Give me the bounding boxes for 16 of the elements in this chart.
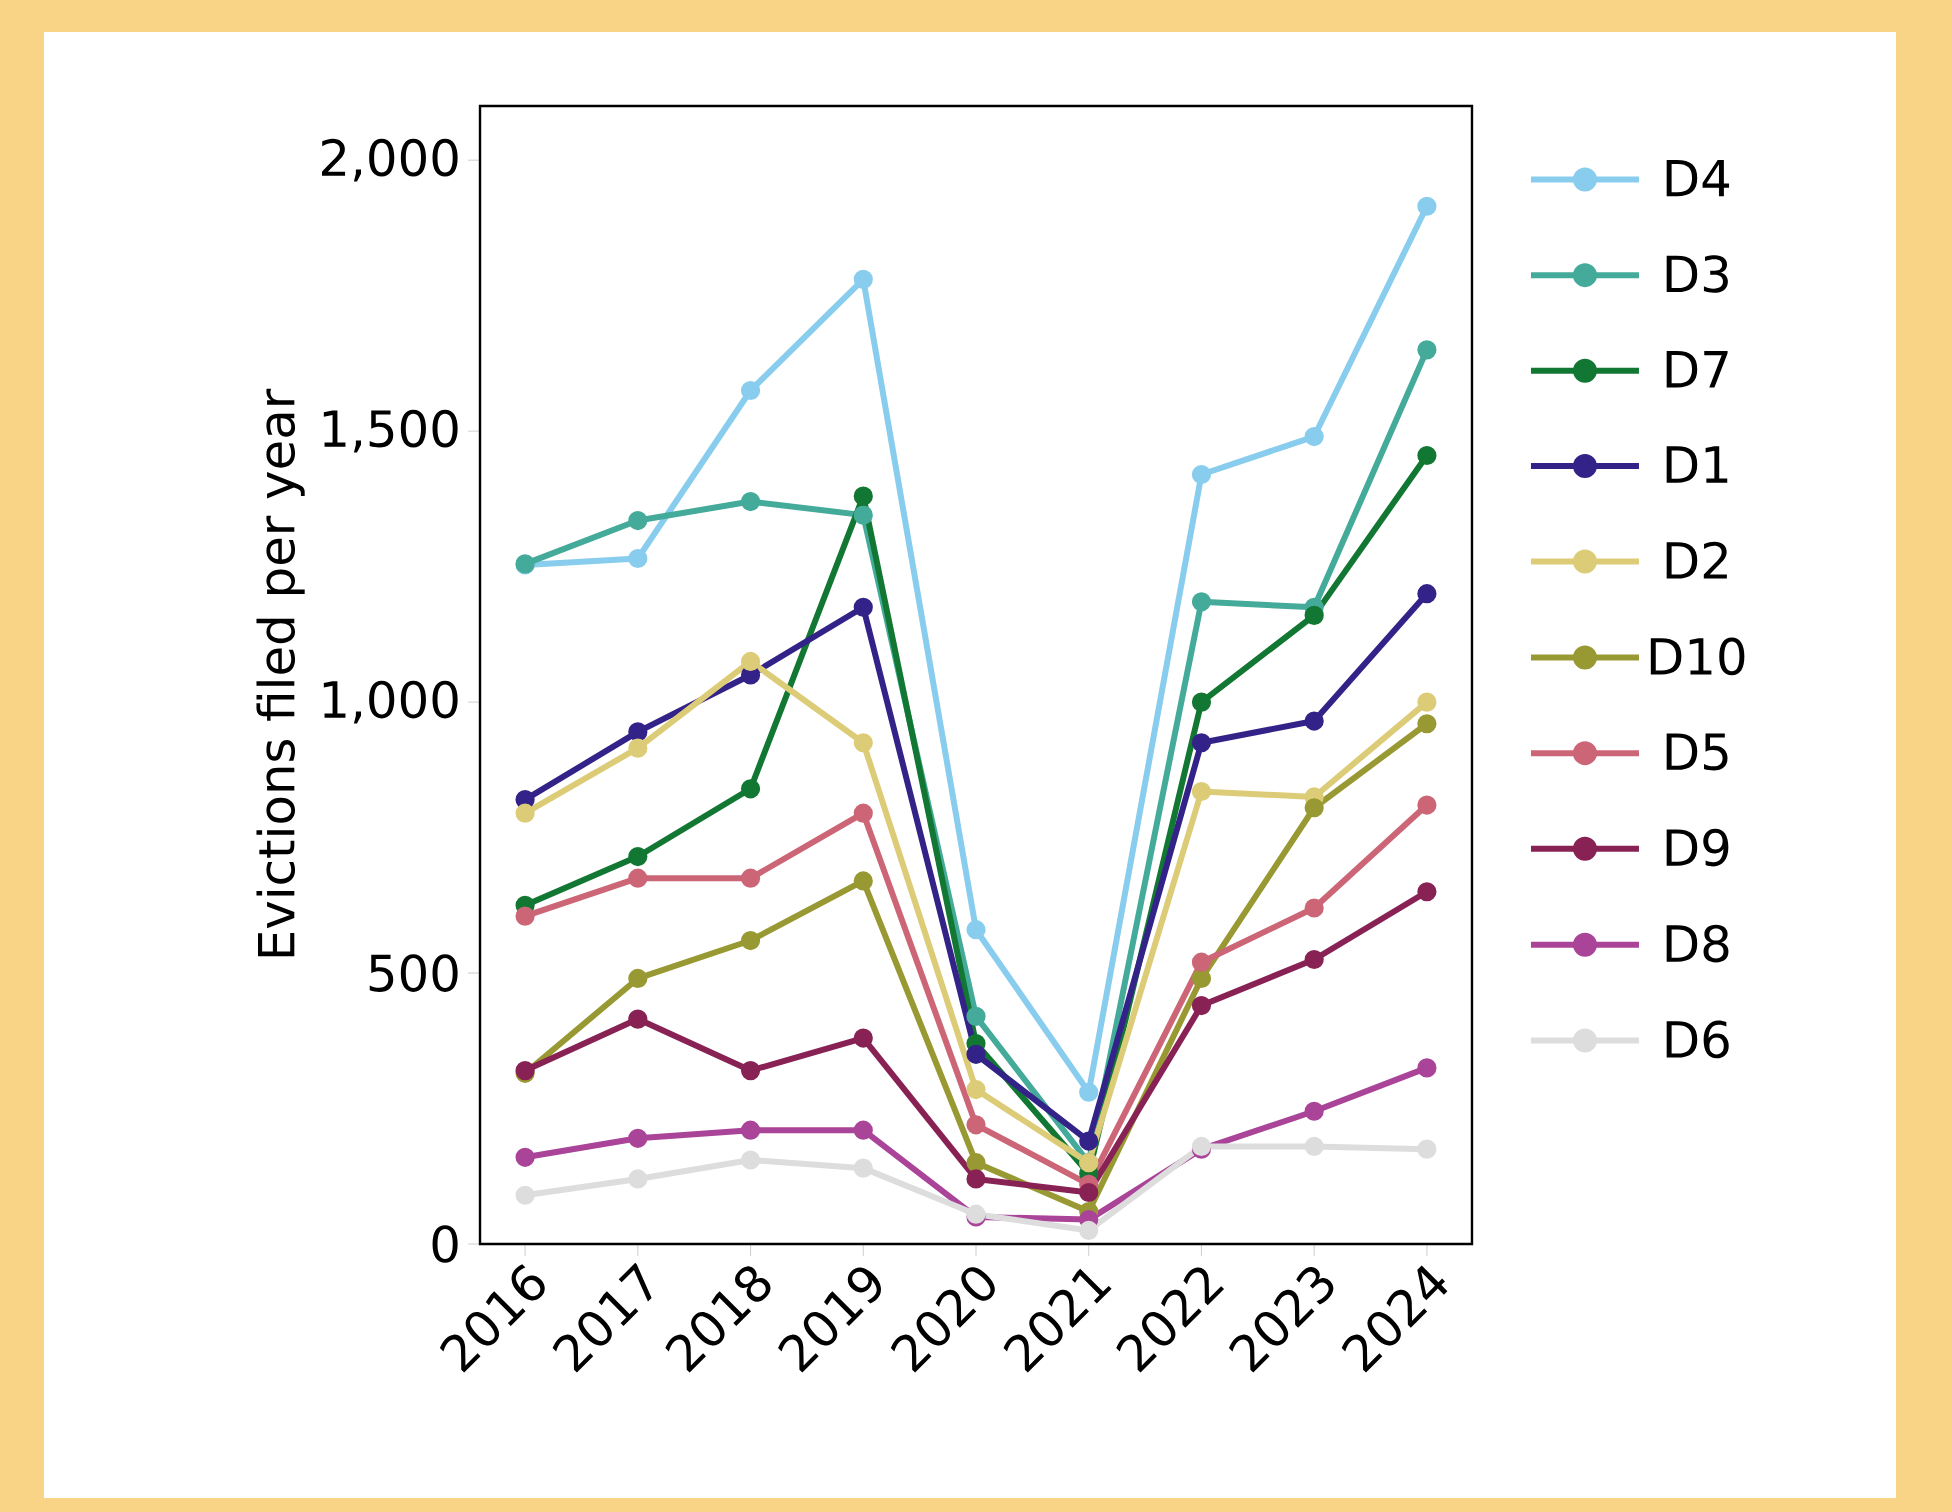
legend-label: D5: [1666, 733, 1728, 771]
y-tick-label: 500: [369, 954, 458, 992]
y-axis-title: Evictions filed per year: [256, 388, 305, 957]
y-tick-label: 1,000: [323, 680, 458, 724]
legend-label: D7: [1666, 351, 1728, 388]
y-tick-label: 0: [432, 1225, 458, 1263]
legend-label: D8: [1666, 924, 1729, 963]
legend-label: D10: [1650, 637, 1745, 676]
y-tick-label: 2,000: [322, 138, 458, 182]
legend-label: D2: [1666, 541, 1727, 579]
y-tick-label: 1,500: [323, 409, 458, 453]
legend-label: D4: [1666, 159, 1730, 197]
legend-label: D1: [1666, 446, 1728, 483]
legend-label: D3: [1666, 255, 1728, 293]
legend-label: D9: [1666, 828, 1729, 867]
legend-label: D6: [1666, 1020, 1729, 1059]
